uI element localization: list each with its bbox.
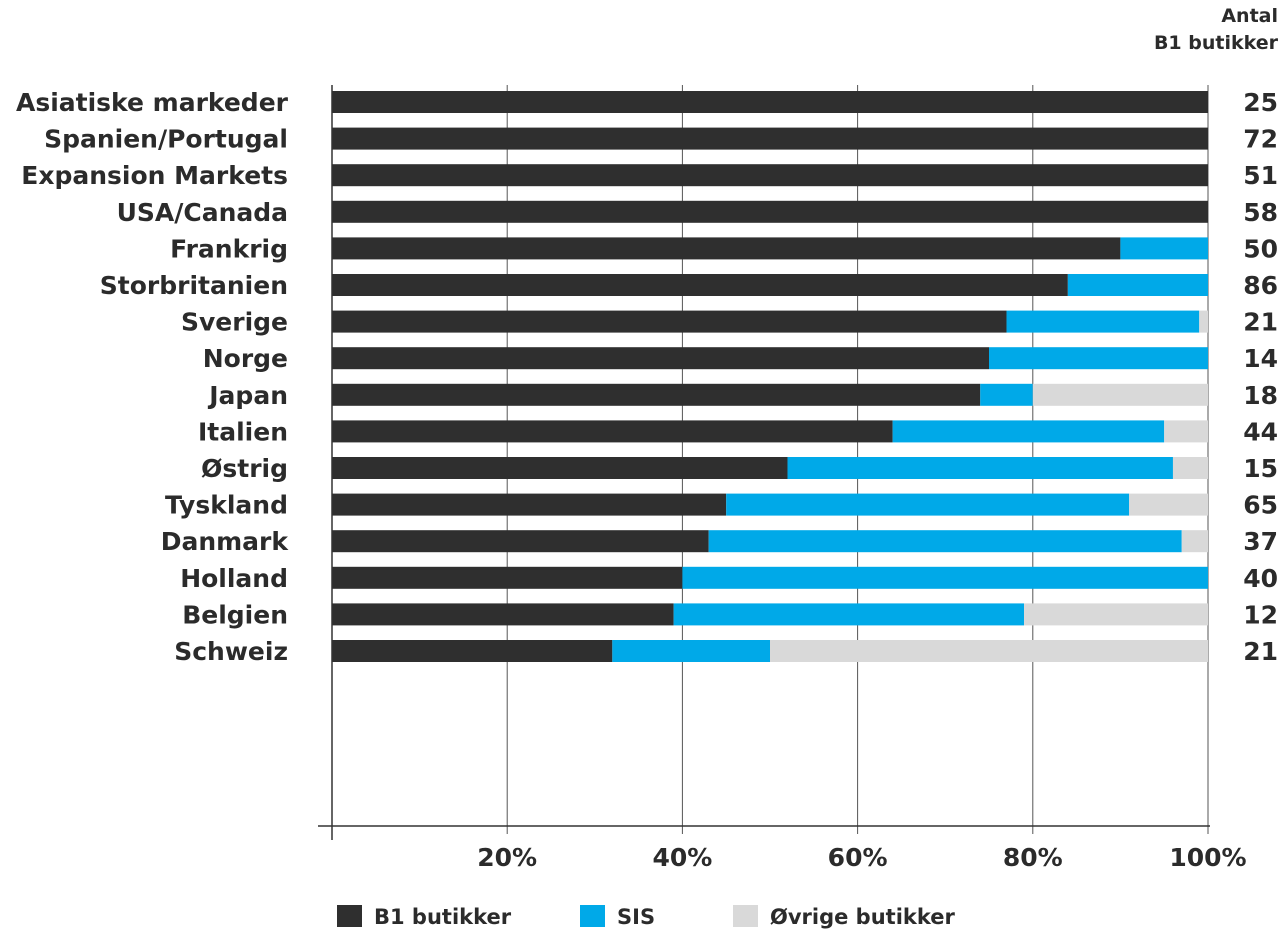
category-label-frankrig: Frankrig (170, 234, 288, 263)
count-label-sverige: 21 (1243, 308, 1278, 337)
bar-usacanada-b1-butikker (332, 200, 1208, 223)
category-label-japan: Japan (207, 381, 288, 410)
x-tick-label-60: 60% (828, 843, 888, 872)
counts-header-line-1: Antal (1221, 5, 1278, 27)
count-label-storbritanien: 86 (1243, 271, 1278, 300)
counts-header-line-2: B1 butikker (1154, 32, 1279, 54)
bar-holland-b1-butikker (332, 566, 683, 589)
legend-label-sis: SIS (617, 905, 655, 929)
legend-swatch-b1-butikker (337, 905, 362, 927)
category-label-italien: Italien (198, 417, 288, 446)
category-label-sverige: Sverige (181, 308, 288, 337)
bar-tyskland-b1-butikker (332, 493, 727, 516)
bar-danmark-sis (708, 530, 1182, 553)
bar-japan-sis (980, 383, 1033, 406)
bar-japan-b1-butikker (332, 383, 981, 406)
legend: B1 butikker SIS Øvrige butikker (337, 905, 956, 929)
count-label-schweiz: 21 (1243, 637, 1278, 666)
bar-norge-b1-butikker (332, 347, 989, 370)
category-label-spanienportugal: Spanien/Portugal (44, 125, 288, 154)
category-label-strig: Østrig (201, 454, 288, 483)
count-label-expansion-markets: 51 (1243, 161, 1278, 190)
bar-storbritanien-sis (1067, 274, 1208, 296)
bar-spanienportugal-b1-butikker (332, 127, 1208, 150)
count-label-japan: 18 (1243, 381, 1278, 410)
bar-frankrig-sis (1120, 237, 1208, 260)
bar-strig-vrige-butikker (1172, 457, 1208, 479)
count-label-strig: 15 (1243, 454, 1278, 483)
category-label-usacanada: USA/Canada (117, 198, 288, 227)
count-label-holland: 40 (1243, 564, 1278, 593)
bar-expansion-markets-b1-butikker (332, 164, 1208, 187)
bar-belgien-b1-butikker (332, 603, 674, 626)
bar-storbritanien-b1-butikker (332, 274, 1068, 296)
bar-danmark-b1-butikker (332, 530, 709, 553)
bar-belgien-vrige-butikker (1024, 603, 1208, 626)
category-labels: Asiatiske markeder Spanien/Portugal Expans… (16, 88, 289, 666)
bar-strig-b1-butikker (332, 457, 788, 479)
category-label-schweiz: Schweiz (174, 637, 288, 666)
legend-swatch-sis (580, 905, 605, 927)
x-tick-label-20: 20% (477, 843, 537, 872)
count-label-danmark: 37 (1243, 527, 1278, 556)
bar-italien-b1-butikker (332, 420, 893, 443)
category-label-storbritanien: Storbritanien (100, 271, 288, 300)
category-label-tyskland: Tyskland (165, 491, 288, 520)
count-label-spanienportugal: 72 (1243, 125, 1278, 154)
category-label-asiatiske-markeder: Asiatiske markeder (16, 88, 289, 117)
bar-japan-vrige-butikker (1032, 383, 1208, 406)
legend-swatch-vrige-butikker (733, 905, 758, 927)
x-tick-label-80: 80% (1003, 843, 1063, 872)
x-tick-label-100: 100% (1169, 843, 1246, 872)
bars (332, 91, 1208, 662)
count-label-frankrig: 50 (1243, 234, 1278, 263)
bar-norge-sis (989, 347, 1208, 370)
bar-belgien-sis (673, 603, 1025, 626)
category-label-norge: Norge (203, 344, 288, 373)
category-label-holland: Holland (180, 564, 288, 593)
category-label-belgien: Belgien (182, 600, 288, 629)
x-axis: 20% 40% 60% 80% 100% (318, 85, 1247, 872)
bar-frankrig-b1-butikker (332, 237, 1121, 260)
bar-tyskland-vrige-butikker (1129, 493, 1208, 516)
bar-italien-vrige-butikker (1164, 420, 1208, 443)
bar-schweiz-vrige-butikker (770, 640, 1208, 662)
bar-holland-sis (682, 566, 1208, 589)
legend-label-b1-butikker: B1 butikker (374, 905, 512, 929)
bar-italien-sis (892, 420, 1165, 443)
bar-schweiz-sis (612, 640, 770, 662)
bar-tyskland-sis (726, 493, 1130, 516)
bar-sverige-vrige-butikker (1199, 310, 1208, 333)
count-label-italien: 44 (1243, 417, 1278, 446)
category-label-danmark: Danmark (161, 527, 290, 556)
count-label-usacanada: 58 (1243, 198, 1278, 227)
x-tick-label-40: 40% (652, 843, 712, 872)
count-labels: Antal B1 butikker 25 72 51 58 50 86 21 14 18 44 15… (1154, 5, 1279, 666)
category-label-expansion-markets: Expansion Markets (21, 161, 288, 190)
bar-sverige-b1-butikker (332, 310, 1007, 333)
bar-asiatiske-markeder-b1-butikker (332, 91, 1208, 113)
count-label-tyskland: 65 (1243, 491, 1278, 520)
bar-danmark-vrige-butikker (1181, 530, 1208, 553)
legend-label-vrige-butikker: Øvrige butikker (770, 905, 956, 929)
bar-strig-sis (787, 457, 1173, 479)
bar-sverige-sis (1006, 310, 1200, 333)
bar-schweiz-b1-butikker (332, 640, 613, 662)
count-label-norge: 14 (1243, 344, 1278, 373)
count-label-asiatiske-markeder: 25 (1243, 88, 1278, 117)
count-label-belgien: 12 (1243, 600, 1278, 629)
